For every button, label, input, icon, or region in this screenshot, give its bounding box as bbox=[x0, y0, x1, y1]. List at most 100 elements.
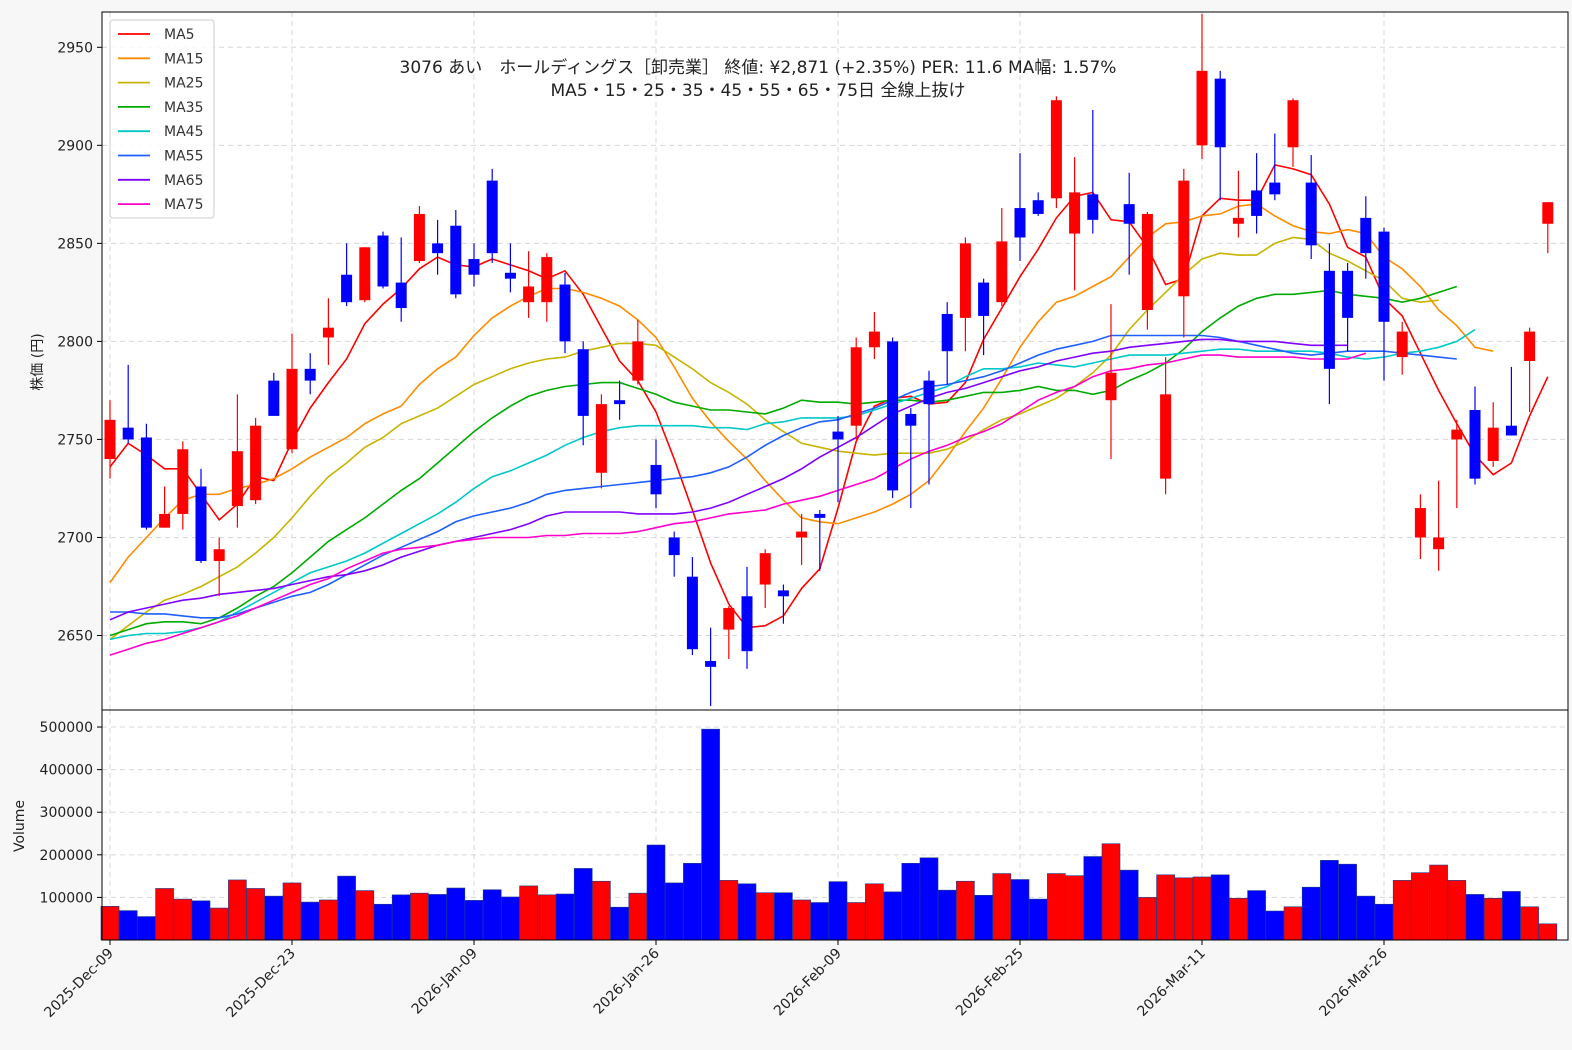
volume-bar bbox=[937, 889, 957, 941]
candle bbox=[1069, 157, 1081, 291]
candle-body bbox=[504, 272, 516, 279]
candle-body bbox=[723, 608, 735, 630]
price-tick-label: 2700 bbox=[57, 530, 93, 546]
volume-bar bbox=[901, 863, 921, 941]
candle bbox=[577, 341, 589, 446]
ma-line-ma25 bbox=[109, 236, 1439, 641]
volume-bar bbox=[1156, 874, 1175, 941]
candle-body bbox=[1196, 70, 1208, 146]
candle-body bbox=[250, 425, 262, 501]
legend-label: MA5 bbox=[164, 27, 195, 43]
candle bbox=[705, 627, 717, 707]
ma-line-ma5 bbox=[109, 163, 1549, 629]
candle-body bbox=[1087, 194, 1099, 220]
candle-body bbox=[1360, 217, 1372, 254]
candle bbox=[1196, 13, 1208, 160]
volume-bar bbox=[828, 881, 848, 941]
volume-bar bbox=[1338, 863, 1357, 941]
candle bbox=[868, 311, 880, 360]
legend: MA5 MA15 MA25 MA35 MA45 MA55 MA65 MA75 bbox=[109, 19, 215, 219]
volume-bar bbox=[1028, 898, 1048, 941]
candle-body bbox=[286, 368, 298, 450]
price-tick-label: 2750 bbox=[57, 432, 93, 448]
candle-body bbox=[322, 327, 334, 338]
volume-bar bbox=[1119, 869, 1139, 941]
volume-bar bbox=[100, 906, 120, 941]
candle-body bbox=[268, 380, 280, 416]
candle bbox=[341, 243, 353, 307]
candle bbox=[1287, 98, 1299, 167]
candle bbox=[668, 531, 680, 577]
volume-bar bbox=[1101, 843, 1121, 941]
candle bbox=[468, 243, 480, 287]
candle bbox=[1505, 366, 1517, 436]
chart-title: 3076 あい ホールディングス［卸売業］ 終値: ¥2,871 (+2.35%… bbox=[400, 57, 1117, 78]
candle-body bbox=[1305, 182, 1317, 246]
volume-bar bbox=[1520, 906, 1539, 941]
volume-bar bbox=[537, 894, 557, 941]
candle-body bbox=[850, 347, 862, 426]
candle bbox=[1305, 155, 1317, 260]
volume-bar bbox=[228, 879, 247, 941]
volume-bar bbox=[883, 891, 902, 941]
volume-bar bbox=[373, 903, 393, 941]
candle-body bbox=[341, 274, 353, 303]
candle bbox=[304, 353, 316, 395]
candle-body bbox=[614, 400, 626, 405]
candle bbox=[959, 237, 971, 352]
candle bbox=[1087, 110, 1099, 234]
volume-bar bbox=[264, 895, 284, 941]
legend-label: MA25 bbox=[164, 76, 203, 92]
candle bbox=[905, 408, 917, 509]
volume-bar bbox=[337, 875, 356, 941]
candle bbox=[1105, 304, 1117, 460]
candle bbox=[923, 370, 935, 485]
candle-body bbox=[832, 431, 844, 440]
price-y-axis: 2650 2700 2750 2800 2850 2900 2950 bbox=[57, 40, 102, 644]
candle-body bbox=[1178, 180, 1190, 297]
volume-y-axis: 100000 200000 300000 400000 500000 bbox=[40, 720, 102, 906]
candle bbox=[1141, 211, 1153, 330]
candle bbox=[1014, 153, 1026, 262]
candle bbox=[723, 606, 735, 660]
price-axis-label: 株価 (円) bbox=[30, 333, 46, 390]
candle-body bbox=[1451, 429, 1463, 440]
candle-body bbox=[868, 331, 880, 348]
candle bbox=[195, 468, 207, 563]
candle-body bbox=[1014, 208, 1026, 238]
candle-body bbox=[359, 247, 371, 301]
volume-bar bbox=[628, 892, 648, 941]
candle-body bbox=[1287, 100, 1299, 148]
candle bbox=[887, 337, 899, 499]
candle-body bbox=[595, 404, 607, 473]
candle bbox=[413, 206, 425, 263]
candle bbox=[1214, 70, 1226, 201]
volume-bar bbox=[1083, 856, 1103, 941]
candle-body bbox=[741, 596, 753, 652]
candlesticks bbox=[104, 13, 1554, 707]
candle bbox=[140, 423, 152, 530]
candle-body bbox=[1487, 427, 1499, 461]
ma-line-ma45 bbox=[109, 328, 1476, 641]
candle bbox=[759, 549, 771, 609]
candle bbox=[741, 566, 753, 669]
candle-body bbox=[104, 419, 116, 460]
volume-bar bbox=[300, 901, 320, 941]
volume-bar bbox=[191, 900, 211, 941]
candle-body bbox=[523, 286, 535, 303]
candle-body bbox=[140, 437, 152, 528]
candle bbox=[250, 417, 262, 505]
candle-body bbox=[559, 284, 571, 342]
candle-body bbox=[650, 464, 662, 495]
volume-tick-label: 400000 bbox=[40, 763, 93, 779]
volume-bar bbox=[755, 892, 775, 941]
volume-bar bbox=[1065, 875, 1084, 941]
candle-body bbox=[632, 341, 644, 381]
candle-body bbox=[541, 257, 553, 303]
volume-bar bbox=[1429, 864, 1448, 941]
volume-bar bbox=[1502, 891, 1521, 941]
candle-body bbox=[686, 576, 698, 650]
volume-bar bbox=[1174, 877, 1194, 941]
candle-body bbox=[777, 590, 789, 597]
